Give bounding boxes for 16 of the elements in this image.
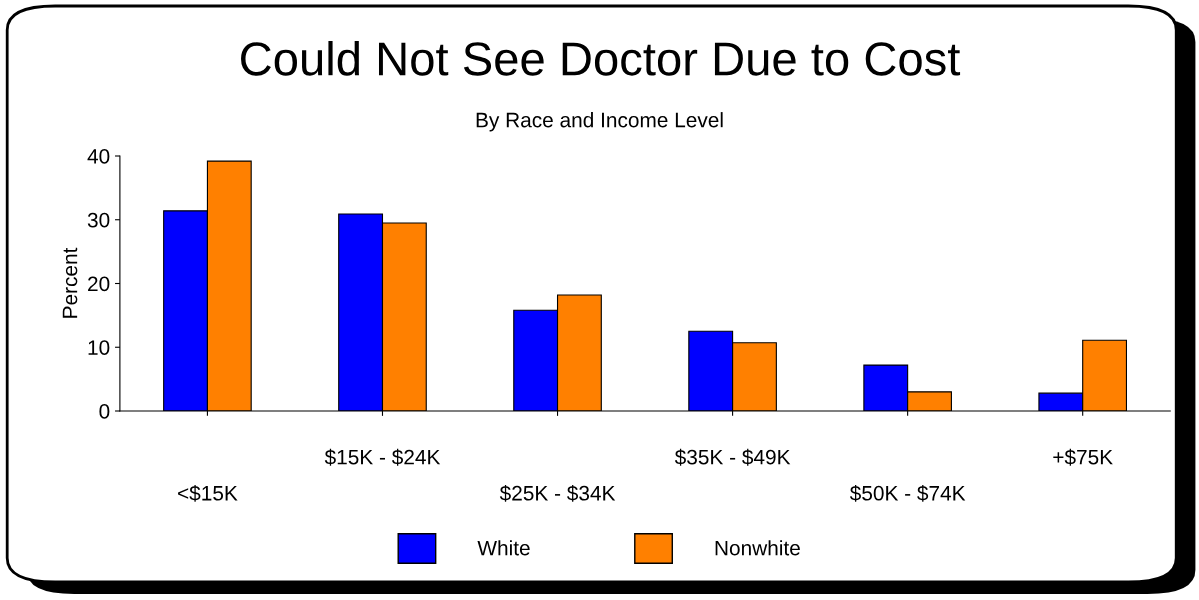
y-tick-label: 30 [87,212,110,228]
legend-label: White [477,540,530,556]
x-tick-label: $35K - $49K [674,448,791,466]
chart-subtitle: By Race and Income Level [476,112,723,132]
y-tick-label: 40 [87,149,110,164]
y-tick-label: 0 [99,404,110,419]
x-tick-label: $50K - $74K [849,484,966,502]
chart-title: Could Not See Doctor Due to Cost [241,40,961,76]
x-tick-label: $25K - $34K [499,484,616,502]
x-tick-label: $15K - $24K [324,448,441,466]
y-axis-title: Percent [62,247,78,318]
y-tick-label: 20 [88,276,110,292]
x-tick-label: +$75K [1053,448,1113,466]
y-tick-label: 10 [88,340,110,355]
x-tick-label: <$15K [178,484,238,502]
legend-label: Nonwhite [715,540,800,556]
